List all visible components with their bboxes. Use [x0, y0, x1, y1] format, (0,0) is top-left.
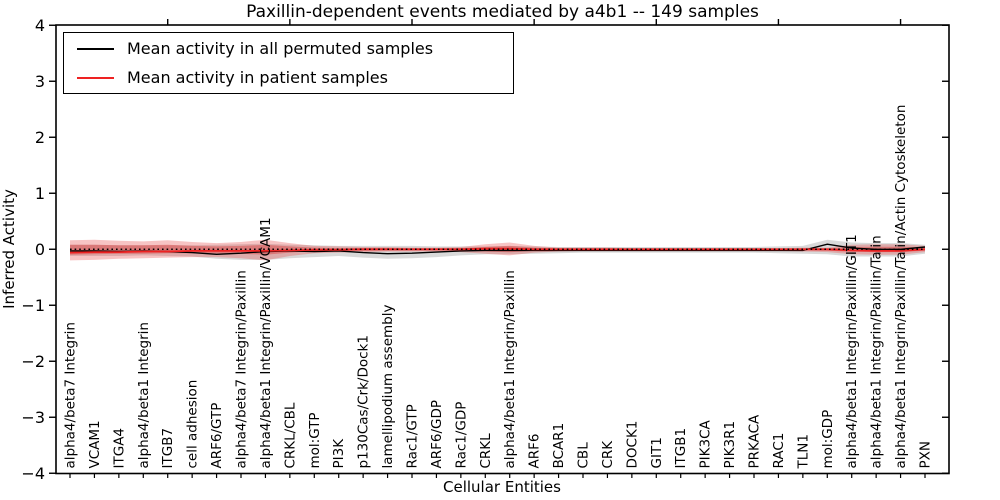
x-axis-title: Cellular Entities	[443, 478, 561, 496]
x-tick-label: VCAM1	[87, 420, 103, 468]
legend-label-patient: Mean activity in patient samples	[127, 68, 388, 87]
y-tick-label: −3	[21, 408, 45, 427]
legend-item-patient: Mean activity in patient samples	[64, 66, 513, 90]
x-tick-label: ITGB1	[673, 428, 689, 469]
x-tick-label: CRKL/CBL	[282, 402, 298, 468]
x-tick-label: PIK3R1	[722, 421, 738, 469]
x-tick-label: DOCK1	[624, 421, 640, 469]
x-tick-label: alpha4/beta1 Integrin/Paxillin/Talin	[869, 235, 885, 468]
legend-label-permuted: Mean activity in all permuted samples	[127, 39, 434, 58]
x-tick-label: PIK3CA	[698, 420, 714, 469]
x-tick-label: Rac1/GTP	[405, 404, 421, 468]
y-tick-label: −1	[21, 296, 45, 315]
x-tick-label: mol:GDP	[820, 410, 836, 469]
x-tick-label: ITGA4	[111, 428, 127, 469]
x-tick-label: alpha4/beta1 Integrin	[136, 322, 152, 468]
x-tick-label: RAC1	[771, 433, 787, 469]
x-tick-label: CBL	[576, 442, 592, 469]
y-tick-label: −4	[21, 464, 45, 483]
y-tick-label: 2	[35, 128, 45, 147]
y-axis-title: Inferred Activity	[0, 189, 18, 309]
x-tick-label: CRK	[600, 440, 616, 469]
x-tick-label: p130Cas/Crk/Dock1	[356, 335, 372, 468]
x-tick-label: Rac1/GDP	[453, 402, 469, 469]
patient-mean-line	[69, 247, 926, 254]
chart-title: Paxillin-dependent events mediated by a4…	[246, 2, 759, 22]
x-tick-label: lamellipodium assembly	[380, 305, 396, 469]
x-tick-label: TLN1	[795, 434, 811, 469]
x-tick-label: PI3K	[331, 438, 347, 469]
y-tick-label: 4	[35, 16, 45, 35]
x-tick-label: alpha4/beta7 Integrin/Paxillin	[234, 270, 250, 468]
x-tick-label: ITGB7	[160, 428, 176, 469]
y-tick-label: −2	[21, 352, 45, 371]
x-tick-label: ARF6	[527, 434, 543, 469]
x-tick-label: ARF6/GDP	[429, 400, 445, 469]
x-tick-label: mol:GTP	[307, 412, 323, 468]
x-tick-label: alpha4/beta1 Integrin/Paxillin/Talin/Act…	[893, 105, 909, 469]
x-tick-label: CRKL	[478, 433, 494, 469]
y-tick-label: 3	[35, 72, 45, 91]
x-tick-label: PRKACA	[747, 414, 763, 469]
x-tick-label: BCAR1	[551, 423, 567, 469]
x-tick-label: PXN	[918, 441, 934, 469]
x-tick-label: alpha4/beta1 Integrin/Paxillin/GIT1	[844, 234, 860, 468]
y-tick-label: 1	[35, 184, 45, 203]
x-tick-label: ARF6/GTP	[209, 403, 225, 469]
legend: Mean activity in all permuted samples Me…	[63, 32, 514, 94]
permuted-line-sample-icon	[77, 47, 114, 50]
x-tick-label: GIT1	[649, 437, 665, 468]
x-tick-label: cell adhesion	[185, 380, 201, 469]
line-layer	[69, 243, 926, 256]
x-tick-label: alpha4/beta1 Integrin/Paxillin	[502, 270, 518, 468]
patient-line-sample-icon	[77, 76, 114, 79]
y-tick-label: 0	[35, 240, 45, 259]
x-tick-label: alpha4/beta1 Integrin/Paxillin/VCAM1	[258, 217, 274, 468]
x-tick-label: alpha4/beta7 Integrin	[63, 322, 79, 468]
permuted-mean-line	[70, 243, 926, 256]
tick-layer: −4 −3 −2 −1 0 1 2 3 4 alpha4/beta7 Integrin VCAM1 I…	[21, 16, 949, 483]
legend-item-permuted: Mean activity in all permuted samples	[64, 37, 513, 61]
